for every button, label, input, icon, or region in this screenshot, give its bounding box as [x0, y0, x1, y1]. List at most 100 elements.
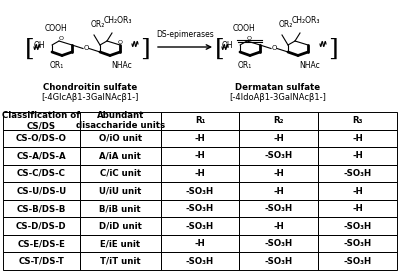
Text: COOH: COOH	[233, 24, 255, 33]
Bar	[80, 165, 160, 182]
Text: [-4IdoAβ1-3GalNAcβ1-]: [-4IdoAβ1-3GalNAcβ1-]	[230, 94, 326, 103]
Bar	[239, 129, 318, 147]
Text: [: [	[25, 38, 35, 60]
Bar	[318, 235, 397, 252]
Text: -H: -H	[195, 152, 205, 160]
Text: E/iE unit: E/iE unit	[100, 239, 140, 248]
Bar	[160, 112, 239, 129]
Bar	[80, 200, 160, 217]
Bar	[239, 252, 318, 270]
Text: OR₁: OR₁	[238, 61, 252, 70]
Text: -SO₃H: -SO₃H	[186, 204, 214, 213]
Bar	[80, 147, 160, 165]
Text: CS-A/DS-A: CS-A/DS-A	[17, 152, 66, 160]
Bar	[239, 217, 318, 235]
Bar	[239, 147, 318, 165]
Bar	[3, 147, 80, 165]
Bar	[239, 200, 318, 217]
Bar	[160, 235, 239, 252]
Text: -H: -H	[274, 169, 284, 178]
Text: T/iT unit: T/iT unit	[100, 257, 140, 266]
Text: Abundant
disaccharide units: Abundant disaccharide units	[76, 111, 165, 131]
Text: -SO₃H: -SO₃H	[265, 152, 293, 160]
Text: ]: ]	[328, 38, 338, 60]
Text: OR₂: OR₂	[91, 20, 105, 29]
Bar	[318, 129, 397, 147]
Bar	[3, 200, 80, 217]
Text: -SO₃H: -SO₃H	[186, 187, 214, 196]
Text: O: O	[246, 36, 252, 41]
Text: D/iD unit: D/iD unit	[99, 222, 142, 231]
Text: ]: ]	[140, 38, 150, 60]
Text: O: O	[271, 45, 277, 51]
Bar	[160, 182, 239, 200]
Bar	[3, 129, 80, 147]
Bar	[160, 217, 239, 235]
Text: -H: -H	[352, 134, 363, 143]
Bar	[160, 165, 239, 182]
Text: B/iB unit: B/iB unit	[100, 204, 141, 213]
Text: OH: OH	[33, 41, 45, 50]
Text: -H: -H	[195, 134, 205, 143]
Bar	[239, 235, 318, 252]
Bar	[160, 129, 239, 147]
Text: -SO₃H: -SO₃H	[186, 257, 214, 266]
Text: -H: -H	[195, 239, 205, 248]
Text: DS-epimerases: DS-epimerases	[156, 30, 214, 39]
Text: NHAc: NHAc	[300, 61, 320, 70]
Text: -H: -H	[274, 222, 284, 231]
Text: -SO₃H: -SO₃H	[344, 257, 372, 266]
Bar	[3, 252, 80, 270]
Bar	[3, 217, 80, 235]
Bar	[318, 182, 397, 200]
Text: -H: -H	[274, 134, 284, 143]
Text: CS-D/DS-D: CS-D/DS-D	[16, 222, 67, 231]
Bar	[318, 112, 397, 129]
Text: -H: -H	[274, 187, 284, 196]
Bar	[160, 252, 239, 270]
Bar	[239, 165, 318, 182]
Text: O/iO unit: O/iO unit	[99, 134, 142, 143]
Text: OR₂: OR₂	[279, 20, 293, 29]
Text: -SO₃H: -SO₃H	[344, 169, 372, 178]
Text: -SO₃H: -SO₃H	[265, 257, 293, 266]
Text: Chondroitin sulfate: Chondroitin sulfate	[43, 84, 137, 92]
Text: -H: -H	[195, 169, 205, 178]
Text: CH₂OR₃: CH₂OR₃	[292, 16, 320, 25]
Text: O: O	[83, 45, 89, 51]
Text: R₃: R₃	[352, 116, 363, 125]
Text: -SO₃H: -SO₃H	[265, 204, 293, 213]
Text: -H: -H	[352, 152, 363, 160]
Text: U/iU unit: U/iU unit	[99, 187, 142, 196]
Bar	[160, 200, 239, 217]
Text: Classification of
CS/DS: Classification of CS/DS	[2, 111, 80, 131]
Text: COOH: COOH	[45, 24, 67, 33]
Bar	[3, 165, 80, 182]
Bar	[3, 112, 80, 129]
Text: OH: OH	[221, 41, 233, 50]
Bar	[318, 200, 397, 217]
Text: A/iA unit: A/iA unit	[99, 152, 141, 160]
Bar	[318, 217, 397, 235]
Bar	[80, 182, 160, 200]
Bar	[318, 252, 397, 270]
Text: -H: -H	[352, 204, 363, 213]
Text: CS-E/DS-E: CS-E/DS-E	[18, 239, 65, 248]
Text: CS-U/DS-U: CS-U/DS-U	[16, 187, 66, 196]
Bar	[3, 235, 80, 252]
Text: C/iC unit: C/iC unit	[100, 169, 141, 178]
Text: -SO₃H: -SO₃H	[265, 239, 293, 248]
Text: CH₂OR₃: CH₂OR₃	[104, 16, 132, 25]
Text: -SO₃H: -SO₃H	[344, 239, 372, 248]
Text: -SO₃H: -SO₃H	[344, 222, 372, 231]
Text: CS-T/DS-T: CS-T/DS-T	[18, 257, 64, 266]
Bar	[80, 235, 160, 252]
Text: [: [	[215, 38, 225, 60]
Text: -SO₃H: -SO₃H	[186, 222, 214, 231]
Text: CS-C/DS-C: CS-C/DS-C	[17, 169, 66, 178]
Bar	[80, 217, 160, 235]
Bar	[80, 129, 160, 147]
Text: NHAc: NHAc	[112, 61, 132, 70]
Bar	[239, 112, 318, 129]
Bar	[80, 112, 160, 129]
